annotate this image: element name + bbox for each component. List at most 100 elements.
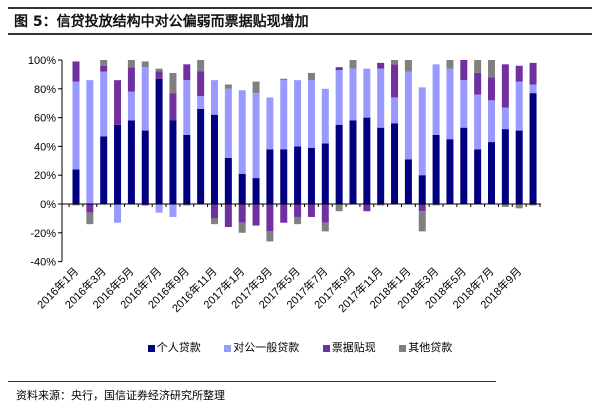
bar-segment — [266, 204, 274, 232]
bar-segment — [294, 204, 302, 217]
bar-segment — [155, 78, 163, 204]
bar-segment — [501, 107, 509, 130]
bar-segment — [86, 204, 94, 213]
legend-item-corporate: 对公一般贷款 — [224, 339, 299, 355]
bar-segment — [252, 81, 260, 94]
bar-segment — [266, 231, 274, 242]
bar-segment — [446, 60, 454, 69]
bar-segment — [224, 204, 232, 228]
y-tick-label: 20% — [34, 170, 56, 182]
bar-segment — [238, 90, 246, 174]
legend-item-other: 其他贷款 — [399, 339, 452, 355]
legend-swatch — [322, 344, 330, 352]
bar-segment — [100, 71, 108, 137]
bar-segment — [238, 222, 246, 233]
bar-segment — [197, 96, 205, 109]
y-tick-label: 80% — [34, 84, 56, 96]
bar-segment — [141, 204, 149, 206]
bar-segment — [169, 72, 177, 94]
bar-segment — [446, 139, 454, 204]
legend-item-personal: 个人贷款 — [147, 339, 201, 355]
bar-segment — [127, 91, 135, 121]
bar-segment — [141, 67, 149, 131]
source-rule — [8, 381, 496, 382]
bar-segment — [363, 117, 371, 204]
bar-segment — [321, 143, 329, 204]
chart-legend: 个人贷款 对公一般贷款 票据贴现 其他贷款 — [0, 339, 600, 355]
y-tick-label: -40% — [30, 257, 56, 269]
bar-segment — [238, 204, 246, 223]
title-top-rule — [8, 7, 592, 9]
bar-segment — [211, 80, 218, 115]
bar-segment — [169, 93, 177, 121]
bar-segment — [474, 60, 482, 73]
bar-segment — [266, 149, 274, 204]
bar-segment — [72, 204, 80, 206]
bar-segment — [307, 72, 315, 81]
bar-segment — [100, 65, 108, 72]
bar-segment — [197, 71, 205, 96]
bar-segment — [307, 204, 315, 217]
bar-segment — [211, 218, 218, 225]
bar-segment — [501, 64, 509, 108]
legend-swatch — [224, 344, 232, 352]
bar-segment — [460, 60, 468, 81]
legend-item-bills: 票据贴现 — [322, 339, 376, 355]
bar-segment — [391, 123, 399, 204]
bar-segment — [155, 68, 163, 72]
bar-segment — [349, 60, 357, 69]
bar-segment — [72, 169, 80, 204]
bar-segment — [474, 72, 482, 95]
bar-segment — [72, 81, 80, 170]
bar-segment — [391, 60, 399, 65]
bar-segment — [183, 64, 191, 81]
bar-segment — [335, 124, 343, 204]
bar-segment — [114, 80, 122, 125]
bar-segment — [529, 204, 537, 206]
legend-label: 个人贷款 — [156, 341, 201, 354]
bar-segment — [446, 68, 454, 140]
bar-segment — [460, 127, 468, 204]
bar-segment — [529, 62, 537, 85]
bar-segment — [515, 81, 523, 131]
bar-segment — [141, 61, 149, 68]
bar-segment — [488, 100, 495, 143]
bar-segment — [224, 157, 232, 204]
bar-segment — [307, 147, 315, 204]
bar-segment — [86, 80, 94, 204]
bar-segment — [252, 204, 260, 226]
bar-segment — [377, 68, 385, 128]
bar-segment — [474, 94, 482, 150]
bar-segment — [363, 68, 371, 118]
bar-segment — [114, 124, 122, 204]
bar-segment — [349, 120, 357, 204]
bar-segment — [377, 62, 385, 69]
y-tick-label: 60% — [34, 113, 56, 125]
bar-segment — [404, 71, 412, 160]
bar-segment — [404, 159, 412, 204]
bar-segment — [114, 204, 122, 223]
bar-segment — [86, 212, 94, 225]
bar-segment — [211, 114, 218, 204]
bar-segment — [515, 65, 523, 82]
bar-segment — [488, 77, 495, 101]
bar-segment — [321, 88, 329, 144]
bar-segment — [404, 60, 412, 72]
bar-segment — [252, 178, 260, 204]
bar-segment — [377, 127, 385, 204]
bar-segment — [127, 120, 135, 204]
bar-segment — [418, 87, 426, 176]
bar-segment — [363, 204, 371, 212]
bar-segment — [488, 142, 495, 204]
bar-segment — [515, 204, 523, 209]
bar-segment — [169, 120, 177, 204]
source-note: 资料来源：央行，国信证券经济研究所整理 — [16, 389, 225, 402]
bar-segment — [321, 204, 329, 223]
bar-segment — [183, 134, 191, 204]
bar-segment — [280, 80, 288, 150]
bar-segment — [183, 204, 191, 206]
figure-title: 图 5：信贷投放结构中对公偏弱而票据贴现增加 — [14, 14, 309, 30]
y-tick-label: -20% — [30, 228, 56, 240]
bar-segment — [418, 175, 426, 204]
bar-segment — [432, 64, 440, 135]
